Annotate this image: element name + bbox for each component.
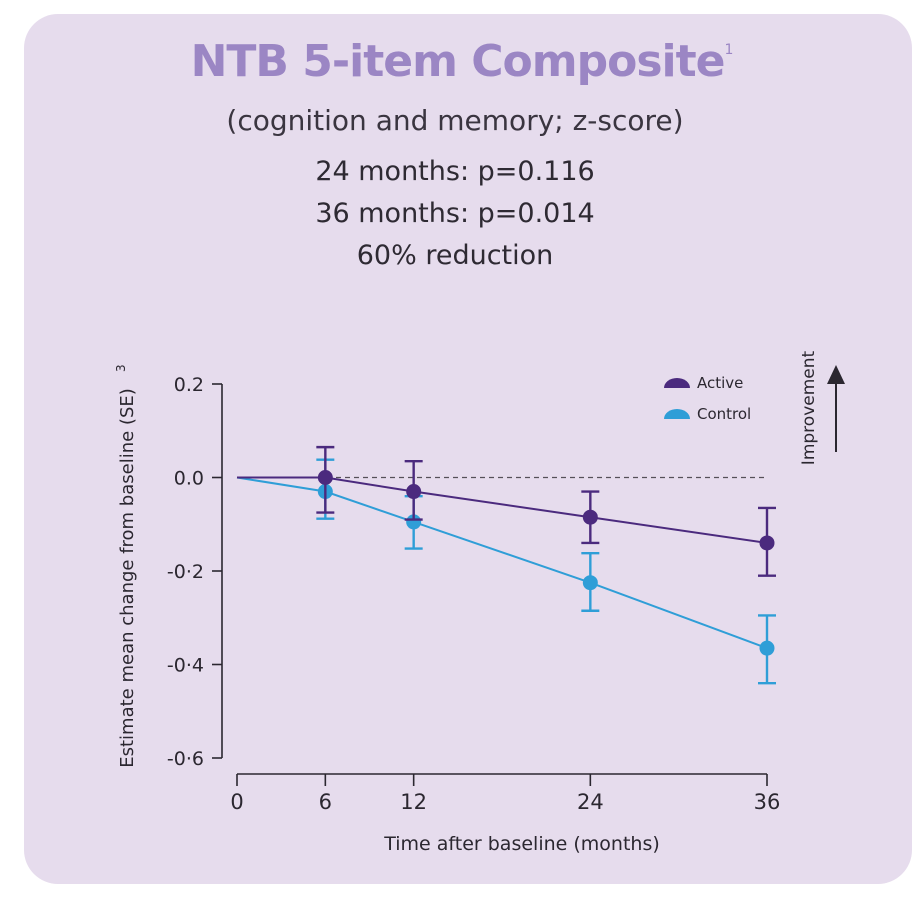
active-data-point	[759, 535, 775, 551]
improvement-label: Improvement	[799, 350, 819, 465]
y-tick-label: 0.0	[174, 468, 204, 490]
chart-card	[24, 14, 912, 884]
chart-subtitle: (cognition and memory; z-score)	[226, 104, 684, 137]
y-axis-title: Estimate mean change from baseline (SE)	[117, 388, 138, 768]
x-tick-label: 6	[319, 790, 332, 814]
x-tick-label: 24	[577, 790, 604, 814]
control-data-point	[582, 575, 598, 591]
active-legend-marker	[664, 378, 690, 388]
active-data-point	[582, 509, 598, 525]
y-tick-label: 0.2	[174, 374, 204, 396]
active-series-line	[237, 476, 768, 544]
x-tick-label: 0	[230, 790, 243, 814]
title-footnote: 1	[724, 42, 734, 58]
active-legend-label: Active	[697, 374, 743, 392]
stat-reduction: 60% reduction	[356, 240, 554, 271]
chart-title: NTB 5-item Composite1	[190, 36, 734, 87]
stat-36-months: 36 months: p=0.014	[315, 198, 595, 229]
active-data-point	[317, 470, 333, 485]
x-tick-label: 36	[754, 790, 781, 814]
y-tick-label: -0·6	[167, 748, 204, 770]
x-tick-label: 12	[400, 790, 427, 814]
control-data-point	[406, 514, 422, 530]
stat-24-months: 24 months: p=0.116	[315, 156, 595, 187]
improvement-arrow-head	[827, 365, 845, 384]
y-tick-label: -0·4	[167, 655, 204, 677]
active-data-point	[406, 484, 422, 500]
y-axis-footnote: 3	[114, 364, 128, 372]
y-tick-label: -0·2	[167, 561, 204, 583]
control-legend-label: Control	[697, 405, 751, 423]
control-series-line	[236, 476, 768, 650]
control-data-point	[759, 640, 775, 656]
x-axis-title: Time after baseline (months)	[383, 833, 660, 855]
control-legend-marker	[664, 409, 690, 419]
